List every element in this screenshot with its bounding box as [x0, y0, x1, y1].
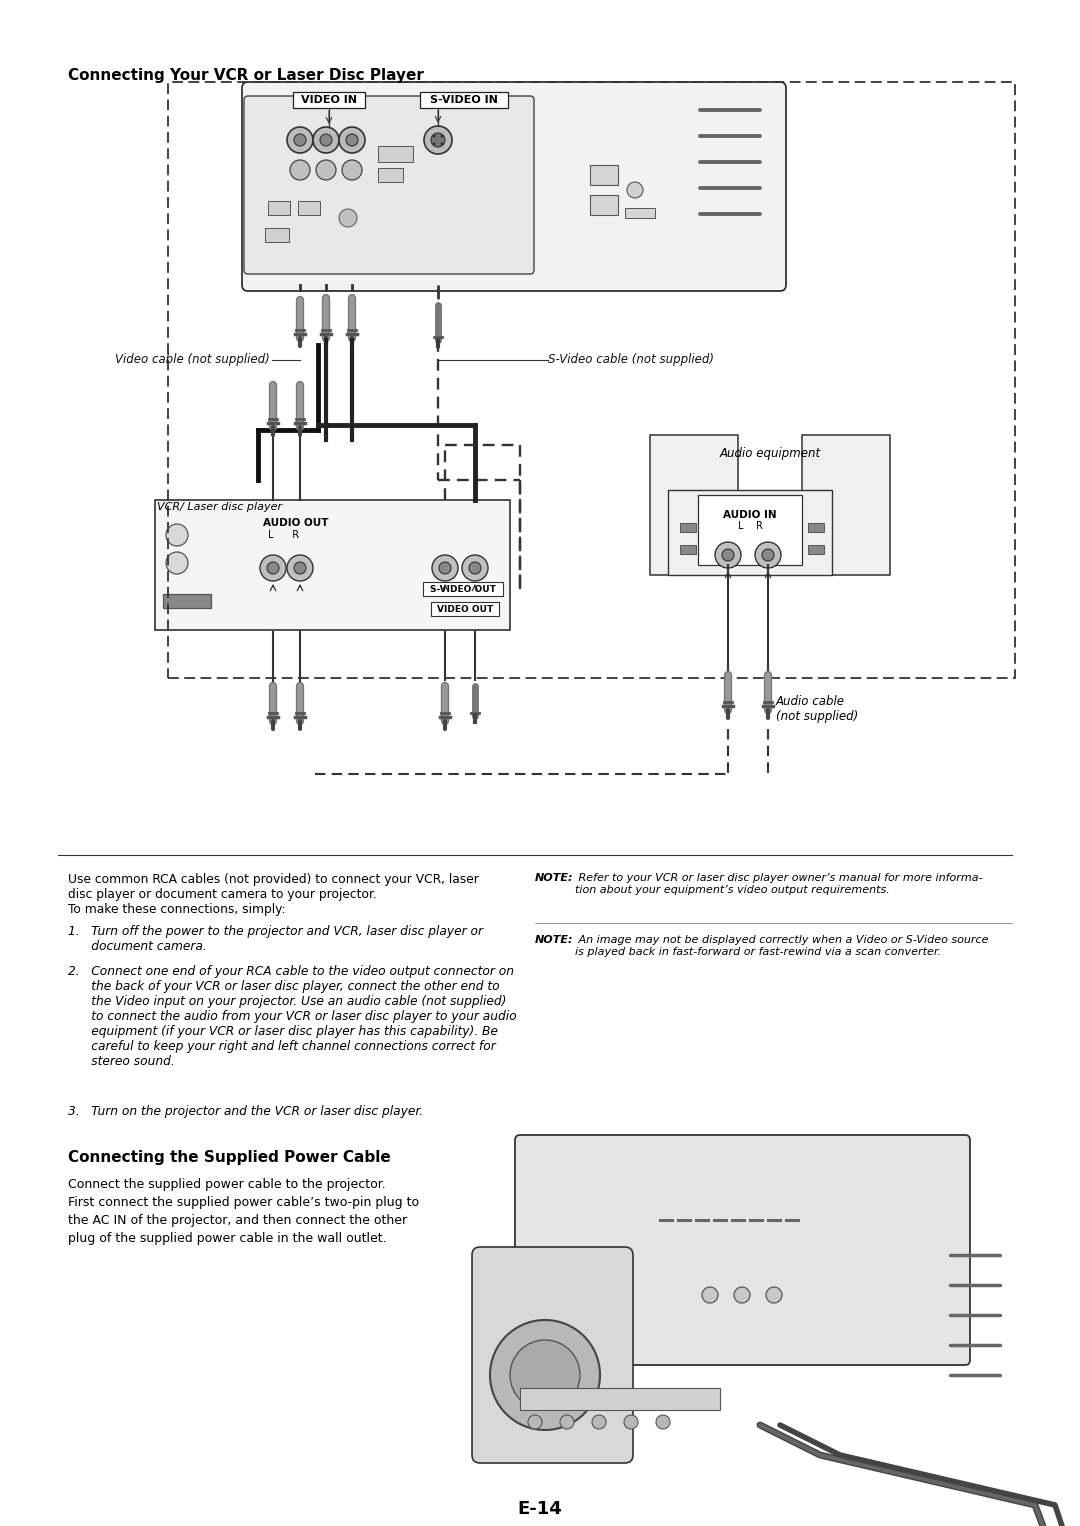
Bar — [293, 92, 365, 108]
Bar — [680, 545, 696, 554]
Bar — [590, 165, 618, 185]
Text: Video cable (not supplied): Video cable (not supplied) — [114, 354, 270, 366]
Bar — [808, 545, 824, 554]
Text: Connecting the Supplied Power Cable: Connecting the Supplied Power Cable — [68, 1151, 391, 1164]
Bar — [669, 490, 832, 575]
Circle shape — [342, 160, 362, 180]
Circle shape — [291, 160, 310, 180]
Text: AUDIO OUT: AUDIO OUT — [264, 517, 328, 528]
Circle shape — [346, 134, 357, 146]
Circle shape — [431, 133, 445, 146]
Text: Audio cable
(not supplied): Audio cable (not supplied) — [777, 694, 859, 723]
Text: AUDIO IN: AUDIO IN — [724, 510, 777, 520]
Text: plug of the supplied power cable in the wall outlet.: plug of the supplied power cable in the … — [68, 1231, 387, 1245]
Circle shape — [762, 549, 774, 562]
FancyBboxPatch shape — [244, 96, 534, 275]
Bar — [168, 82, 1015, 678]
Text: S-Video cable (not supplied): S-Video cable (not supplied) — [548, 354, 714, 366]
Text: E-14: E-14 — [517, 1500, 563, 1518]
Circle shape — [755, 542, 781, 568]
Text: S-VIDEO IN: S-VIDEO IN — [430, 95, 498, 105]
Text: 1.   Turn off the power to the projector and VCR, laser disc player or
      doc: 1. Turn off the power to the projector a… — [68, 925, 483, 954]
Circle shape — [734, 1286, 750, 1303]
Circle shape — [510, 1340, 580, 1410]
Circle shape — [528, 1415, 542, 1428]
Circle shape — [316, 160, 336, 180]
Circle shape — [441, 134, 443, 137]
Text: VIDEO IN: VIDEO IN — [301, 95, 357, 105]
Bar — [156, 501, 510, 630]
Bar — [265, 227, 289, 243]
Circle shape — [702, 1286, 718, 1303]
Text: First connect the supplied power cable’s two-pin plug to: First connect the supplied power cable’s… — [68, 1196, 419, 1209]
Circle shape — [260, 555, 286, 581]
Circle shape — [294, 134, 306, 146]
Circle shape — [561, 1415, 573, 1428]
Text: Connecting Your VCR or Laser Disc Player: Connecting Your VCR or Laser Disc Player — [68, 69, 423, 82]
Text: VIDEO OUT: VIDEO OUT — [437, 604, 494, 613]
Bar — [378, 146, 413, 162]
Text: S-VIDEO OUT: S-VIDEO OUT — [430, 584, 496, 594]
Circle shape — [424, 127, 453, 154]
Text: 3.   Turn on the projector and the VCR or laser disc player.: 3. Turn on the projector and the VCR or … — [68, 1105, 423, 1119]
Circle shape — [441, 143, 443, 145]
Text: Connect the supplied power cable to the projector.: Connect the supplied power cable to the … — [68, 1178, 386, 1190]
Text: the back of your VCR or laser disc player, connect the other end to
      the Vi: the back of your VCR or laser disc playe… — [68, 980, 516, 1068]
Circle shape — [469, 562, 481, 574]
FancyBboxPatch shape — [472, 1247, 633, 1463]
Circle shape — [287, 555, 313, 581]
Bar — [298, 201, 320, 215]
Circle shape — [592, 1415, 606, 1428]
Circle shape — [624, 1415, 638, 1428]
Circle shape — [287, 127, 313, 153]
Bar — [698, 494, 802, 565]
Circle shape — [166, 552, 188, 574]
Text: the AC IN of the projector, and then connect the other: the AC IN of the projector, and then con… — [68, 1215, 407, 1227]
Circle shape — [433, 134, 435, 137]
Circle shape — [433, 143, 435, 145]
FancyBboxPatch shape — [242, 82, 786, 291]
Bar — [431, 601, 499, 617]
Circle shape — [432, 555, 458, 581]
Bar — [625, 208, 654, 218]
Circle shape — [438, 562, 451, 574]
Bar — [420, 92, 508, 108]
Bar — [378, 168, 403, 182]
Bar — [423, 581, 503, 597]
Circle shape — [166, 523, 188, 546]
Text: 2.   Connect one end of your RCA cable to the video output connector on: 2. Connect one end of your RCA cable to … — [68, 964, 514, 978]
Text: NOTE:: NOTE: — [535, 935, 573, 945]
Text: Audio equipment: Audio equipment — [719, 447, 821, 459]
Circle shape — [715, 542, 741, 568]
Circle shape — [490, 1320, 600, 1430]
Bar — [650, 435, 738, 575]
Bar — [808, 523, 824, 533]
Bar — [268, 201, 291, 215]
Bar — [680, 523, 696, 533]
Circle shape — [723, 549, 734, 562]
FancyBboxPatch shape — [515, 1135, 970, 1364]
Text: VCR/ Laser disc player: VCR/ Laser disc player — [157, 502, 282, 513]
Circle shape — [339, 127, 365, 153]
Circle shape — [294, 562, 306, 574]
Bar — [163, 594, 211, 607]
Circle shape — [339, 209, 357, 227]
Text: L      R: L R — [268, 530, 299, 540]
Bar — [802, 435, 890, 575]
Circle shape — [627, 182, 643, 198]
Circle shape — [656, 1415, 670, 1428]
Bar — [519, 1389, 720, 1410]
Circle shape — [267, 562, 279, 574]
Text: An image may not be displayed correctly when a Video or S-Video source
is played: An image may not be displayed correctly … — [575, 935, 988, 957]
Text: Use common RCA cables (not provided) to connect your VCR, laser
disc player or d: Use common RCA cables (not provided) to … — [68, 873, 478, 916]
Bar — [590, 195, 618, 215]
Text: L    R: L R — [738, 520, 762, 531]
Circle shape — [320, 134, 332, 146]
Text: Refer to your VCR or laser disc player owner’s manual for more informa-
tion abo: Refer to your VCR or laser disc player o… — [575, 873, 983, 894]
Circle shape — [462, 555, 488, 581]
Circle shape — [313, 127, 339, 153]
Circle shape — [766, 1286, 782, 1303]
Text: NOTE:: NOTE: — [535, 873, 573, 884]
